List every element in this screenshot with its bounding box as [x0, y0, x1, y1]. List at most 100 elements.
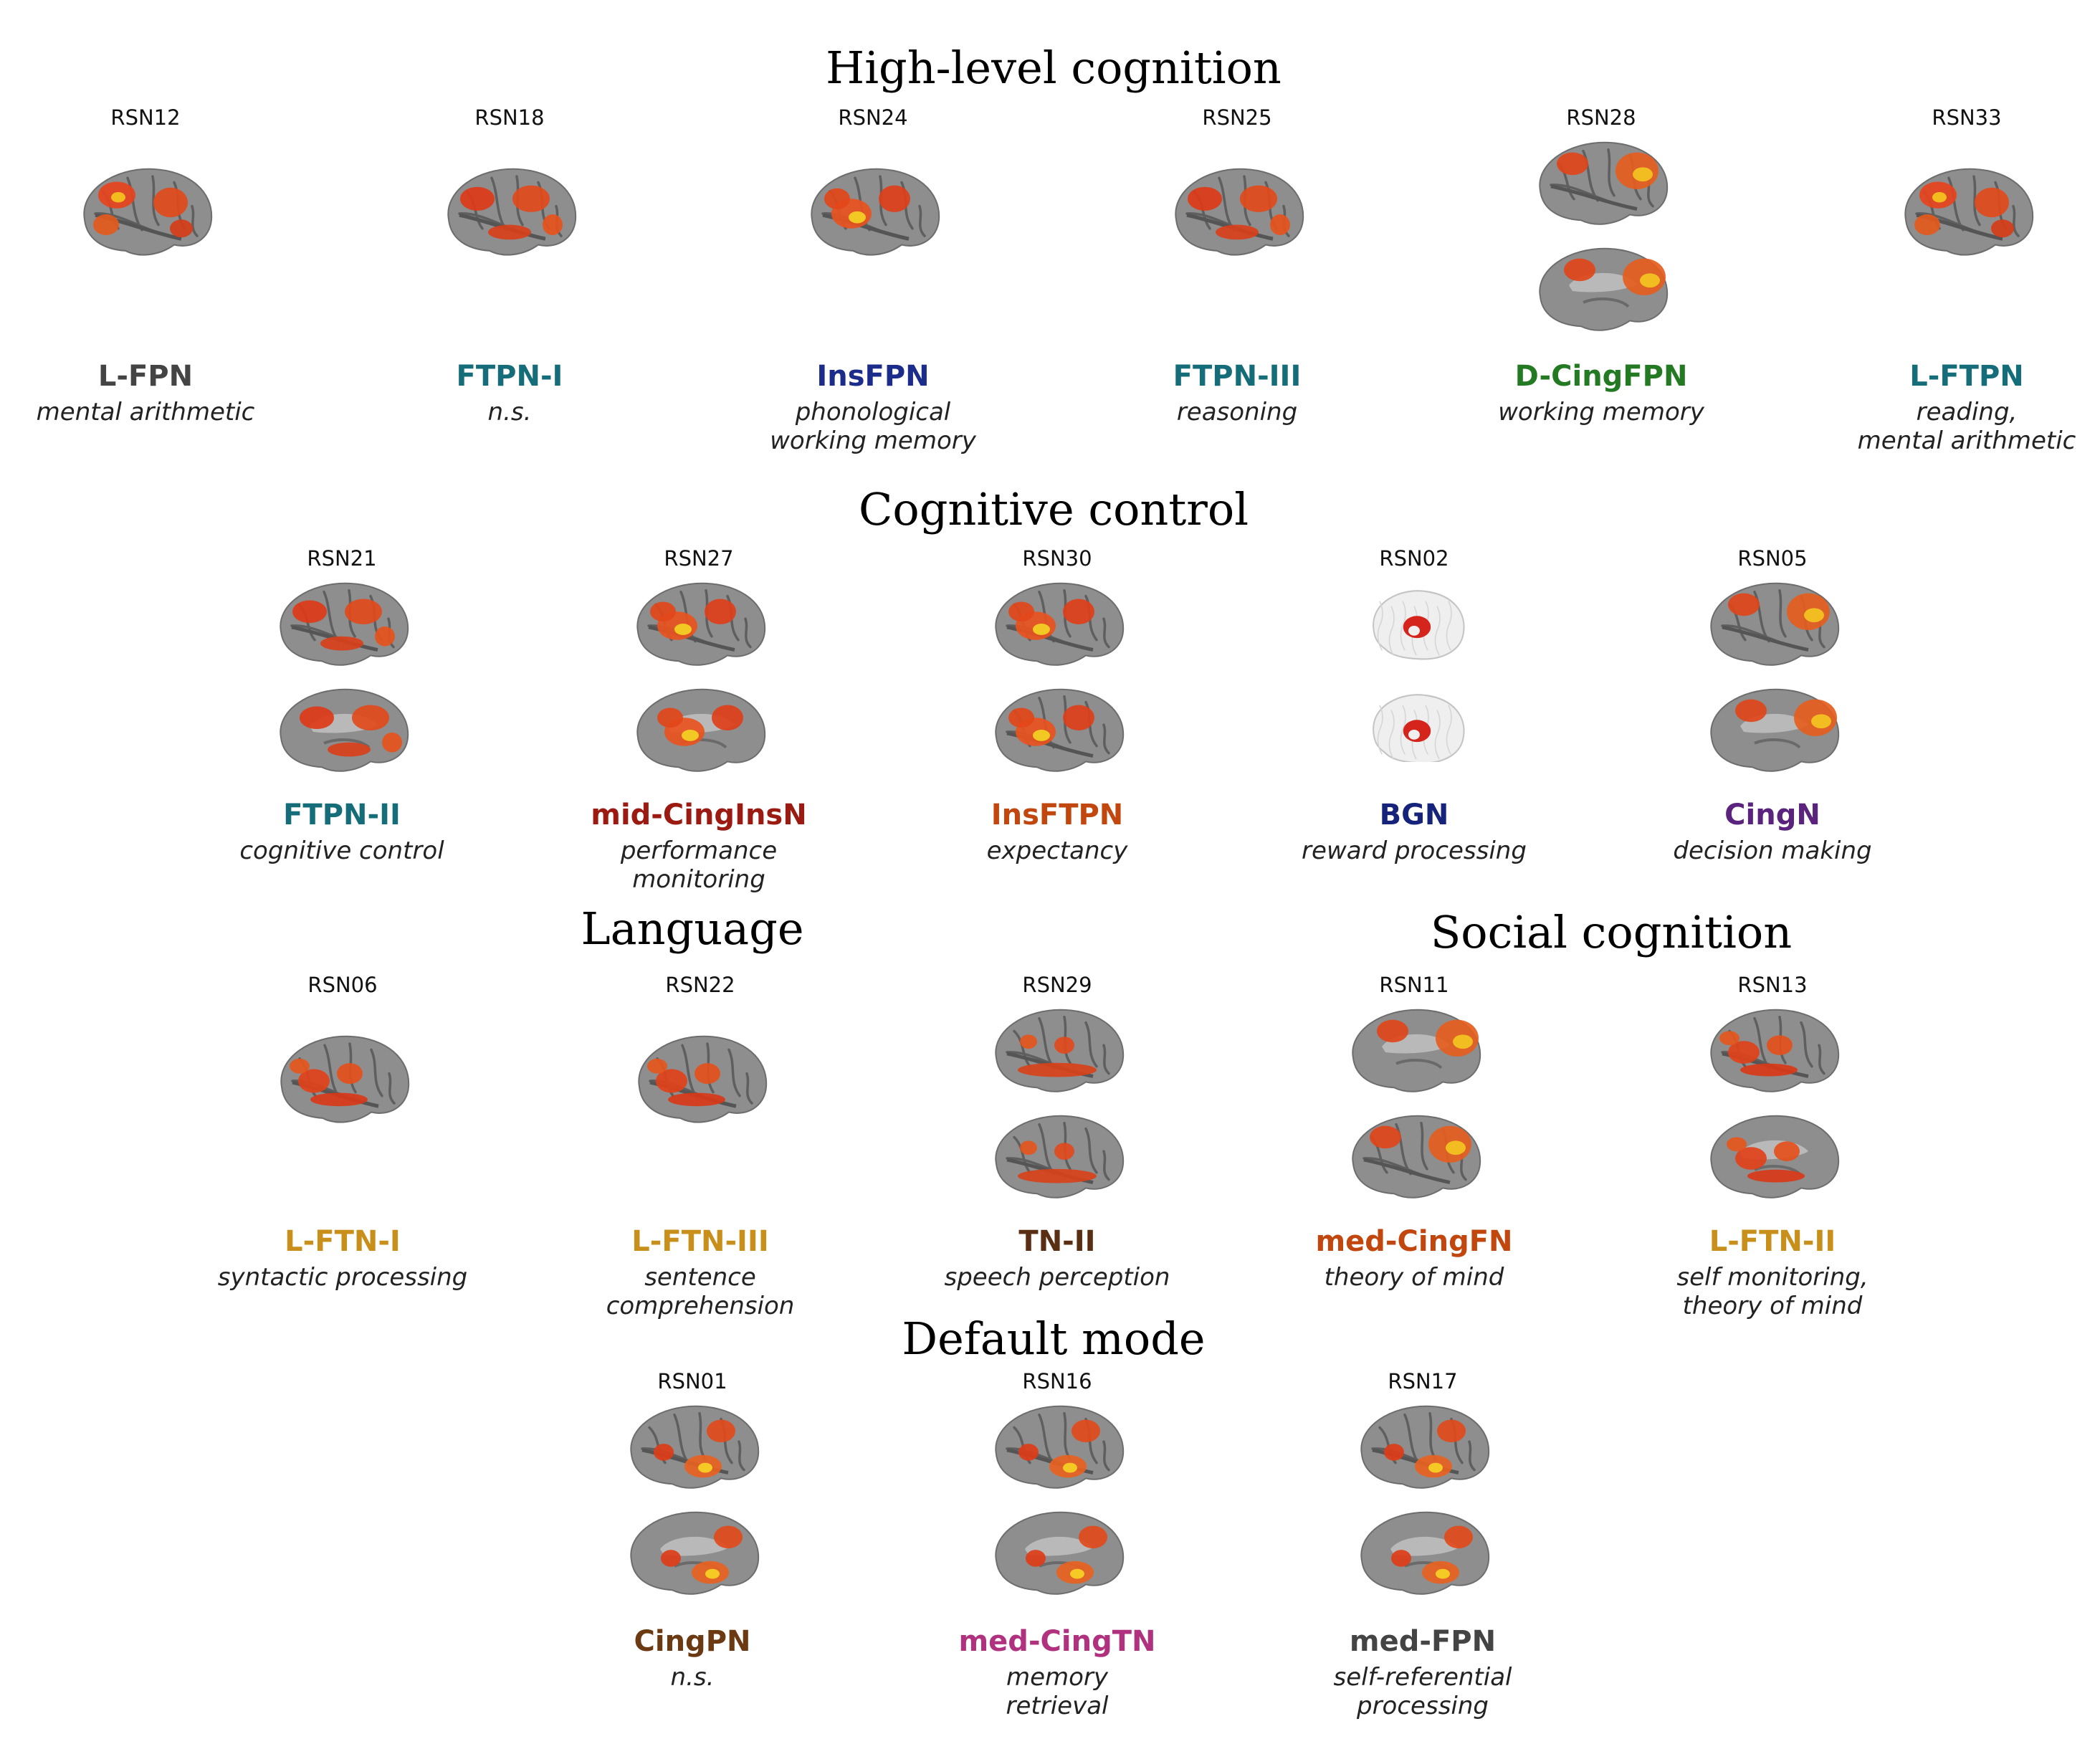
network-function-line: syntactic processing [217, 1263, 468, 1292]
brain-rendering [1539, 141, 1669, 331]
brain-rendering [1352, 1009, 1481, 1199]
rsn-id-label: RSN25 [1202, 105, 1272, 130]
brain-view-lateral-top [1710, 582, 1840, 666]
network-rsn05: RSN05 CingN decision making [1586, 548, 1959, 901]
network-rsn02: RSN02 BGN reward processing [1228, 548, 1600, 901]
network-name: TN-II [1018, 1225, 1096, 1258]
network-rsn06: RSN06 L-FTN-I syntactic processing [156, 975, 529, 1328]
network-function: performance monitoring [512, 837, 885, 894]
brain-view-medial-bottom [280, 688, 409, 772]
network-name: CingPN [634, 1625, 751, 1658]
brain-view-lateral [811, 168, 940, 256]
brain-view-lateral-top [1360, 1405, 1490, 1489]
network-function-line: mental arithmetic [1857, 427, 2076, 455]
network-function: working memory [1415, 398, 1788, 427]
section-title-high-level: High-level cognition [826, 42, 1282, 94]
rsn-id-label: RSN30 [1022, 546, 1092, 571]
network-function-line: monitoring [632, 865, 765, 894]
brain-view-lateral-top [995, 1009, 1125, 1092]
brain-rendering [1373, 590, 1465, 762]
network-name: mid-CingInsN [591, 799, 807, 832]
network-rsn12: RSN12 L-FPN mental arithmetic [0, 108, 332, 462]
brain-view-lateral-top [1539, 141, 1669, 225]
network-name: L-FTPN [1909, 360, 2024, 393]
brain-rendering [995, 1009, 1125, 1199]
network-name: FTPN-III [1173, 360, 1302, 393]
brain-view-lateral [447, 168, 577, 256]
network-rsn24: RSN24 InsFPN phonological working memory [687, 108, 1059, 462]
network-rsn18: RSN18 FTPN-I n.s. [323, 108, 696, 462]
rsn-id-label: RSN02 [1379, 546, 1449, 571]
network-function-line: reward processing [1302, 837, 1527, 865]
network-function-line: sentence [644, 1263, 756, 1292]
network-function-line: reasoning [1176, 398, 1298, 427]
network-function: cognitive control [156, 837, 528, 865]
network-function-line: n.s. [487, 398, 532, 427]
network-function: reading, mental arithmetic [1780, 398, 2100, 455]
network-rsn17: RSN17 med-FPN self-referential processing [1236, 1371, 1609, 1728]
brain-view-medial-bottom [630, 1511, 760, 1595]
network-function: sentence comprehension [514, 1263, 887, 1320]
brain-view-medial-bottom [995, 1511, 1125, 1595]
network-name: L-FTN-II [1709, 1225, 1836, 1258]
brain-view-lateral-top [630, 1405, 760, 1489]
network-rsn11: RSN11 med-CingFN theory of mind [1228, 975, 1600, 1328]
network-rsn30: RSN30 InsFTPN expectancy [871, 548, 1244, 901]
network-function: self-referential processing [1236, 1663, 1609, 1720]
network-function-line: phonological [795, 398, 951, 427]
network-name: med-CingFN [1315, 1225, 1513, 1258]
network-function-line: working memory [770, 427, 976, 455]
network-function-line: self monitoring, [1676, 1263, 1868, 1292]
brain-view-medial-bottom [1539, 247, 1669, 331]
network-function-line: n.s. [670, 1663, 715, 1692]
brain-view-lateral-bottom [995, 1115, 1125, 1199]
brain-view-medial-bottom [1710, 1115, 1840, 1199]
network-function-line: working memory [1498, 398, 1704, 427]
network-function-line: processing [1357, 1692, 1489, 1720]
brain-view-lateral-top [995, 1405, 1125, 1489]
network-function: expectancy [871, 837, 1244, 865]
network-name: InsFTPN [991, 799, 1124, 832]
network-name: med-CingTN [958, 1625, 1156, 1658]
network-rsn28: RSN28 D-CingFPN working memory [1415, 108, 1788, 462]
brain-view-lateral [1904, 168, 2034, 256]
network-function-line: cognitive control [239, 837, 444, 865]
network-rsn25: RSN25 FTPN-III reasoning [1051, 108, 1423, 462]
network-function-line: comprehension [606, 1292, 795, 1320]
glass-brain-bottom [1373, 694, 1465, 762]
rsn-id-label: RSN06 [307, 973, 378, 997]
brain-rendering [1175, 168, 1304, 256]
network-function-line: performance [620, 837, 778, 865]
network-function-line: theory of mind [1324, 1263, 1504, 1292]
network-rsn01: RSN01 CingPN n.s. [506, 1371, 879, 1728]
network-function-line: expectancy [986, 837, 1128, 865]
network-name: CingN [1724, 799, 1820, 832]
rsn-id-label: RSN17 [1388, 1369, 1458, 1393]
brain-rendering [1710, 582, 1840, 772]
network-name: L-FPN [97, 360, 194, 393]
brain-view-lateral-top [280, 582, 409, 666]
brain-rendering [811, 168, 940, 256]
network-function: decision making [1586, 837, 1959, 865]
network-name: D-CingFPN [1514, 360, 1688, 393]
brain-view-medial-bottom [1710, 688, 1840, 772]
network-rsn22: RSN22 L-FTN-III sentence comprehension [514, 975, 887, 1328]
brain-rendering [280, 1035, 410, 1123]
network-name: FTPN-II [283, 799, 401, 832]
brain-view-lateral-top [1710, 1009, 1840, 1092]
section-title-cognitive-control: Cognitive control [858, 483, 1249, 535]
network-name: L-FTN-III [631, 1225, 769, 1258]
rsn-id-label: RSN28 [1566, 105, 1636, 130]
network-function-line: reading, [1916, 398, 2018, 427]
brain-rendering [1360, 1405, 1490, 1595]
rsn-id-label: RSN11 [1379, 973, 1449, 997]
rsn-id-label: RSN29 [1022, 973, 1092, 997]
network-name: BGN [1379, 799, 1449, 832]
network-function-line: decision making [1673, 837, 1872, 865]
network-function-line: memory [1006, 1663, 1109, 1692]
brain-view-lateral-bottom [1352, 1115, 1481, 1199]
network-function: reward processing [1228, 837, 1600, 865]
brain-rendering [83, 168, 213, 256]
network-name: med-FPN [1349, 1625, 1497, 1658]
brain-view-medial-top [1352, 1009, 1481, 1092]
